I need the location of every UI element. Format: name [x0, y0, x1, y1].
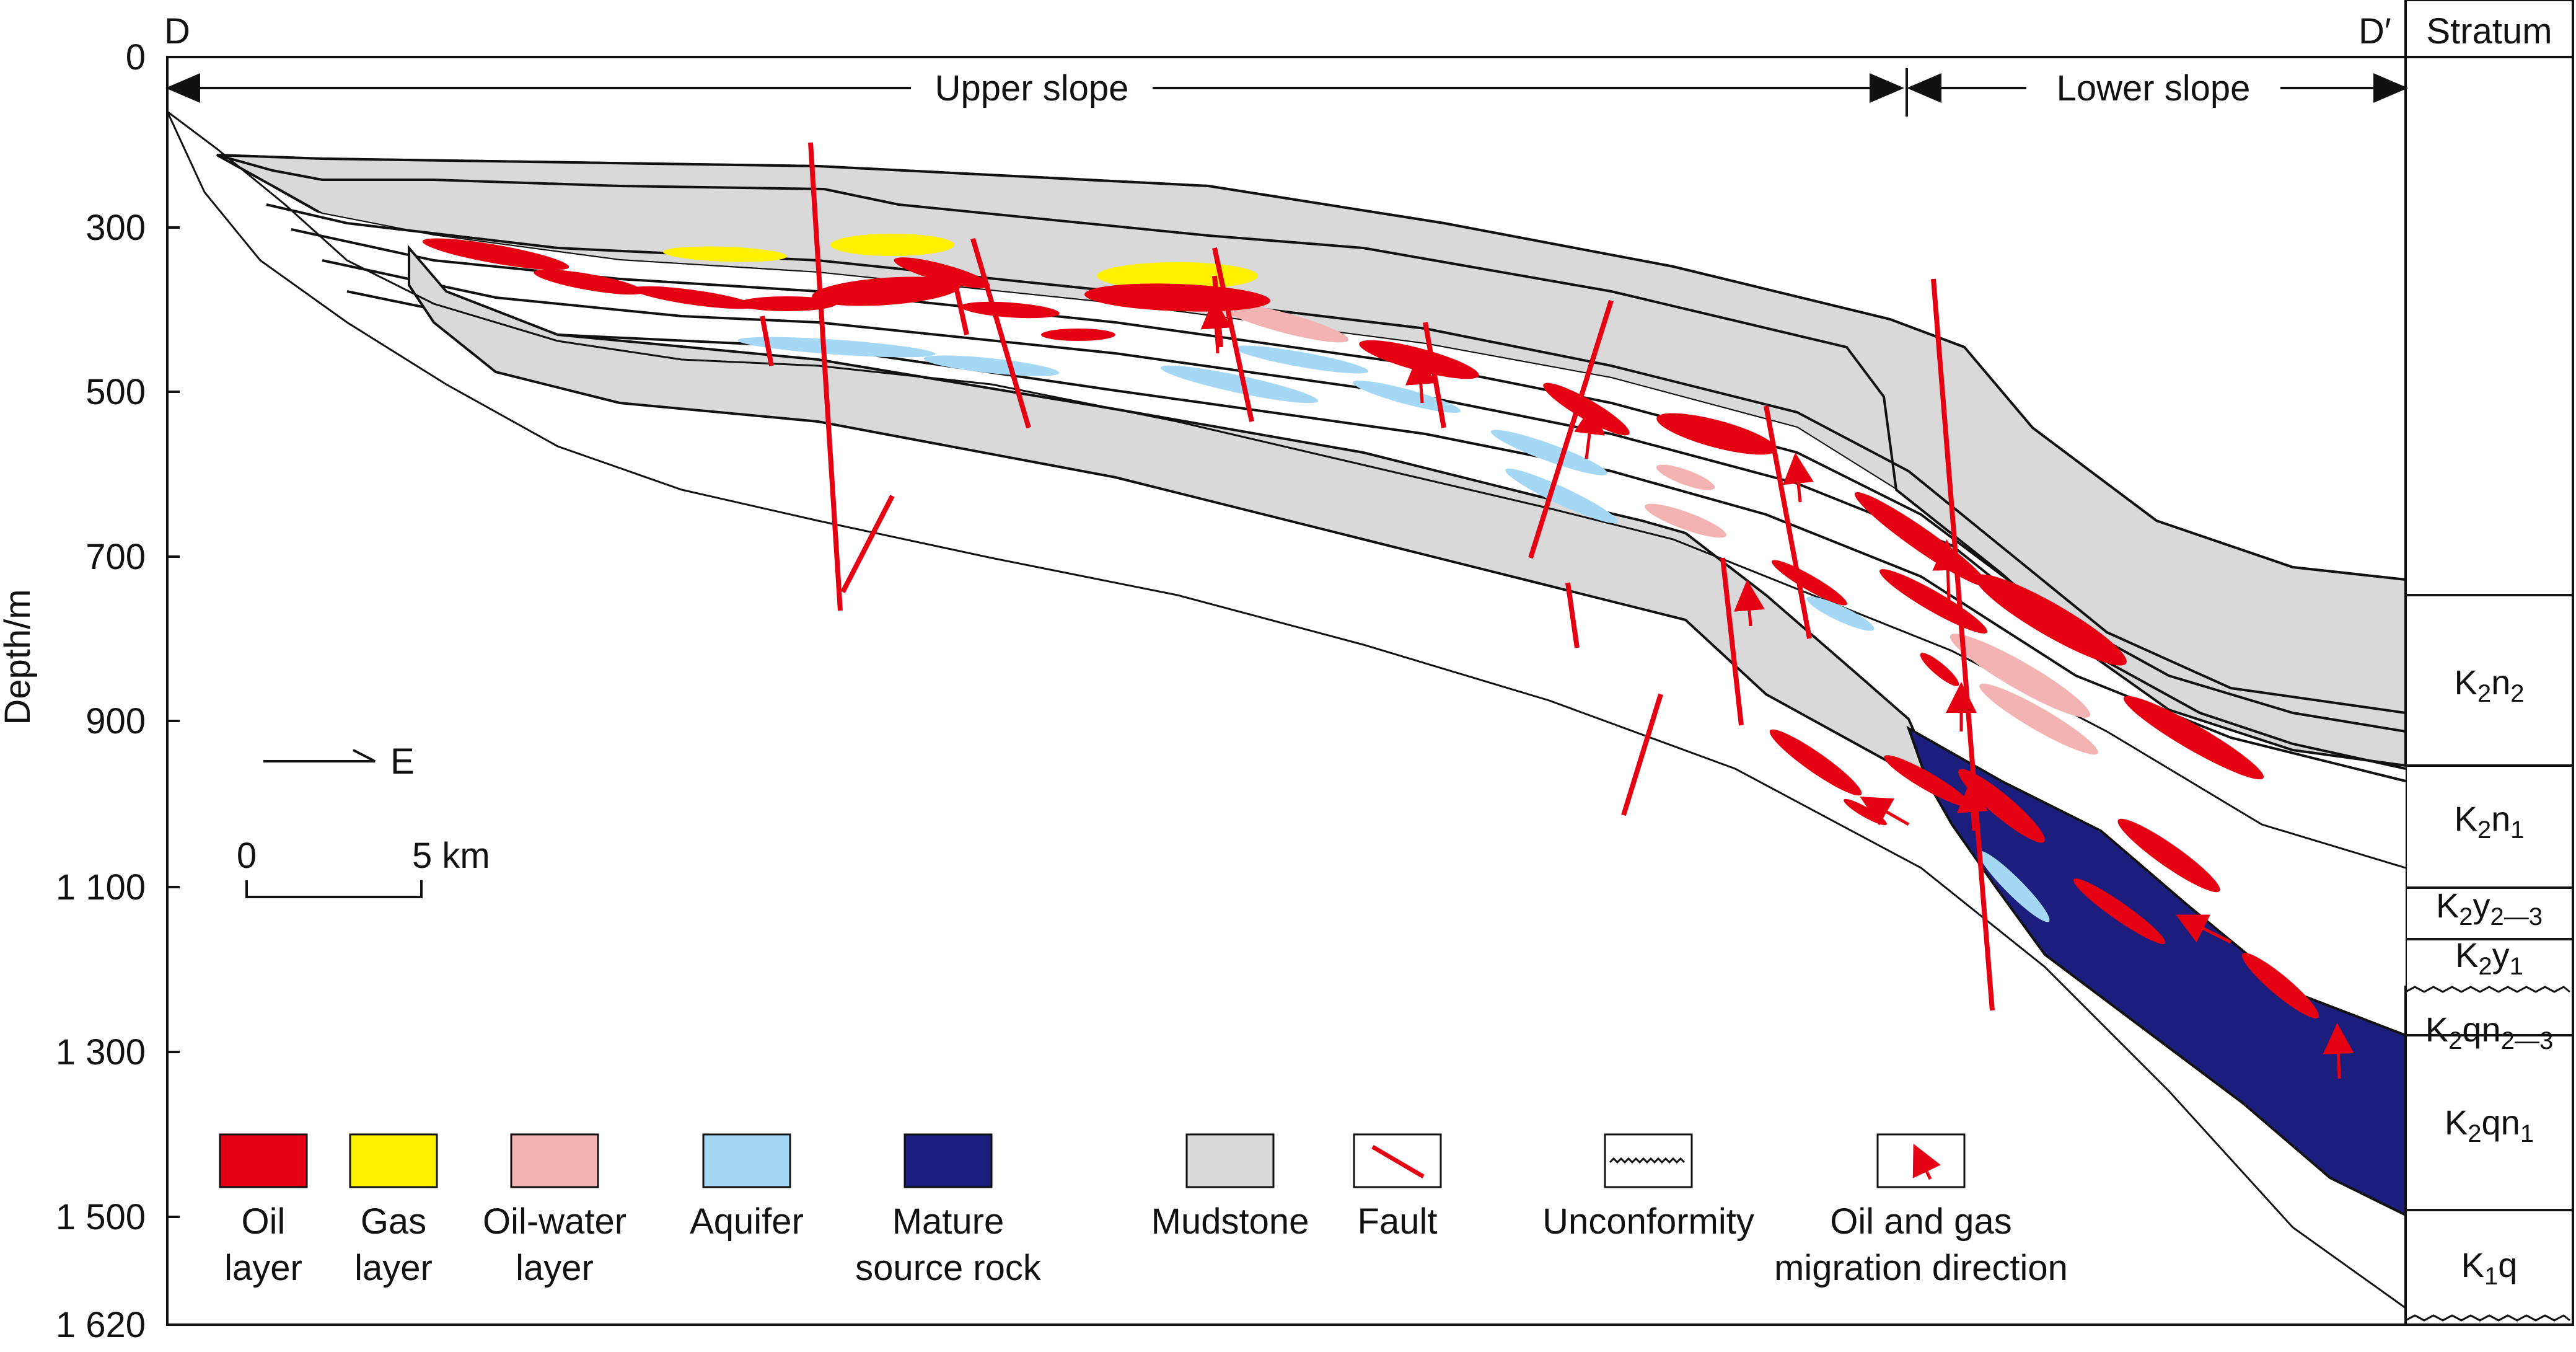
depth-tick-label: 900 [86, 701, 146, 741]
depth-tick-label: 1 100 [56, 867, 146, 908]
orientation-marker: E [263, 741, 415, 782]
stratum-label: K2n1 [2454, 799, 2524, 844]
legend-item-mudstone: Mudstone [1151, 1133, 1309, 1242]
legend-item-unconformity: Unconformity [1542, 1133, 1754, 1242]
legend-label: Oil-water [483, 1201, 626, 1242]
legend-label: Oil [242, 1201, 286, 1242]
legend-label: Gas [361, 1201, 426, 1242]
legend-item-oil: Oil layer [219, 1133, 308, 1288]
unconformity-icon [1609, 1157, 1686, 1164]
scale-bar-end: 5 km [412, 836, 490, 876]
depth-tick-label: 500 [86, 372, 146, 412]
legend-item-gas: Gas layer [349, 1133, 438, 1288]
gas-layers [663, 234, 1258, 289]
legend-item-aquifer: Aquifer [690, 1133, 804, 1242]
legend-label: Unconformity [1542, 1201, 1754, 1242]
legend-swatch [510, 1133, 599, 1188]
lower-slope-label: Lower slope [2057, 68, 2251, 108]
legend-label: layer [224, 1248, 302, 1288]
stratum-header: Stratum [2426, 11, 2552, 51]
orientation-label: E [390, 741, 415, 782]
legend-swatch [903, 1133, 993, 1188]
legend-label: Mudstone [1151, 1201, 1309, 1242]
depth-tick-label: 1 620 [56, 1305, 146, 1345]
upper-slope-label: Upper slope [935, 68, 1129, 108]
legend-item-migration: Oil and gas migration direction [1774, 1133, 2068, 1288]
section-end-label: D′ [2358, 11, 2391, 51]
migration-arrows [1200, 298, 2354, 1079]
legend-label: layer [516, 1248, 594, 1288]
depth-tick-label: 1 300 [56, 1032, 146, 1072]
depth-tick-label: 1 500 [56, 1197, 146, 1237]
legend-item-oilwater: Oil-water layer [483, 1133, 626, 1288]
faults [760, 142, 1995, 1011]
mature-source-rock [1906, 725, 2407, 1217]
oil-water-layers [1216, 302, 2098, 755]
legend-label: layer [354, 1248, 433, 1288]
legend: Oil layer Gas layer Oil-water layer Aquifer Mat… [219, 1133, 2068, 1288]
legend-swatch [219, 1133, 308, 1188]
legend-label: Oil and gas [1830, 1201, 2011, 1242]
migration-arrow-icon [1912, 1143, 1941, 1180]
legend-swatch [349, 1133, 438, 1188]
legend-label: Aquifer [690, 1201, 804, 1242]
legend-swatch [1185, 1133, 1275, 1188]
legend-label: Fault [1358, 1201, 1438, 1242]
depth-axis: Depth/m 0 300 500 700 900 1 100 1 300 1 500 1 62… [0, 37, 180, 1345]
stratum-divisions: K2n2 K2n1 K2y2—3 K2y1 K2qn2—3 K2qn1 K1q [2405, 594, 2573, 1322]
legend-item-source: Mature source rock [855, 1133, 1042, 1288]
depth-axis-label: Depth/m [0, 589, 38, 725]
depth-tick-label: 0 [126, 37, 146, 77]
legend-label: source rock [855, 1248, 1042, 1288]
stratum-label: K2qn1 [2445, 1103, 2534, 1147]
aquifer-layers [737, 337, 2050, 922]
depth-tick-label: 700 [86, 537, 146, 577]
stratum-label: K2n2 [2454, 663, 2524, 707]
stratum-label: K1q [2461, 1245, 2518, 1290]
legend-item-fault: Fault [1353, 1133, 1442, 1242]
fault-icon [1371, 1144, 1425, 1179]
stratum-label: K2y2—3 [2436, 886, 2543, 930]
legend-swatch [702, 1133, 791, 1188]
depth-tick-label: 300 [86, 208, 146, 248]
legend-label: migration direction [1774, 1248, 2068, 1288]
stratum-label: K2qn2—3 [2425, 1010, 2553, 1054]
slope-span-markers: Upper slope Lower slope [165, 68, 2408, 117]
unconformity-lower [166, 111, 2406, 1309]
section-start-label: D [164, 11, 190, 51]
stratum-label: K2y1 [2455, 935, 2523, 980]
scale-bar: 0 5 km [237, 836, 490, 898]
legend-label: Mature [892, 1201, 1004, 1242]
scale-bar-start: 0 [237, 836, 257, 876]
geologic-section [166, 110, 2407, 1309]
